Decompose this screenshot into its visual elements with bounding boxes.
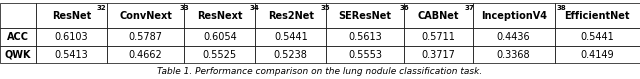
Text: 35: 35 bbox=[321, 5, 330, 11]
Text: EfficientNet: EfficientNet bbox=[564, 11, 630, 21]
Text: 36: 36 bbox=[399, 5, 409, 11]
Text: 38: 38 bbox=[556, 5, 566, 11]
Text: 33: 33 bbox=[180, 5, 189, 11]
Text: 34: 34 bbox=[249, 5, 259, 11]
Text: ConvNext: ConvNext bbox=[119, 11, 172, 21]
Text: Table 1. Performance comparison on the lung nodule classification task.: Table 1. Performance comparison on the l… bbox=[157, 67, 483, 76]
Text: InceptionV4: InceptionV4 bbox=[481, 11, 547, 21]
Text: CABNet: CABNet bbox=[417, 11, 459, 21]
Text: Res2Net: Res2Net bbox=[268, 11, 314, 21]
Text: ResNext: ResNext bbox=[197, 11, 243, 21]
Text: 32: 32 bbox=[97, 5, 106, 11]
Text: ResNet: ResNet bbox=[52, 11, 91, 21]
Text: 37: 37 bbox=[465, 5, 475, 11]
Text: SEResNet: SEResNet bbox=[339, 11, 392, 21]
